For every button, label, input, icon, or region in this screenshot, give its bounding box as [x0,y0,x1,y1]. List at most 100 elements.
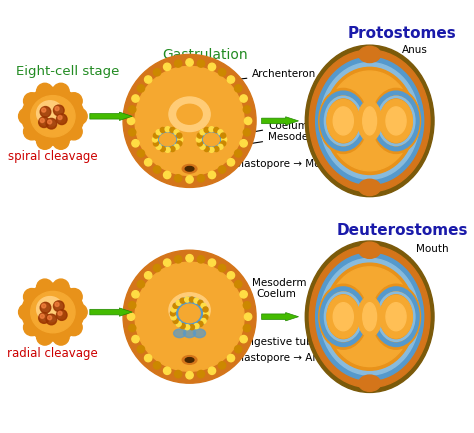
FancyArrow shape [90,308,132,316]
Circle shape [65,288,82,305]
Circle shape [53,329,69,345]
Circle shape [219,362,226,369]
Circle shape [197,60,205,67]
Ellipse shape [169,97,210,132]
Circle shape [18,108,35,125]
Ellipse shape [22,87,84,145]
Circle shape [227,158,235,166]
Ellipse shape [198,128,226,151]
Ellipse shape [158,134,177,142]
Circle shape [42,108,46,112]
Circle shape [40,118,44,123]
Circle shape [235,150,242,157]
Circle shape [208,171,216,179]
Circle shape [186,176,193,183]
Ellipse shape [319,284,368,349]
Ellipse shape [193,329,206,338]
Circle shape [137,346,145,353]
Circle shape [240,140,247,147]
Ellipse shape [173,329,185,338]
Text: radial cleavage: radial cleavage [8,347,98,360]
Circle shape [186,255,193,262]
Circle shape [128,313,135,320]
Text: Coelum: Coelum [240,120,308,134]
Circle shape [204,146,209,152]
Circle shape [200,144,205,149]
Ellipse shape [327,295,360,338]
Circle shape [132,95,139,102]
Circle shape [174,371,182,378]
Circle shape [40,302,51,313]
Circle shape [53,83,69,100]
Circle shape [153,137,157,142]
Circle shape [208,367,216,375]
Text: Blastopore → Anus: Blastopore → Anus [197,353,331,363]
Ellipse shape [320,62,419,179]
Circle shape [65,93,82,109]
Circle shape [58,311,62,315]
Ellipse shape [202,136,221,144]
Circle shape [235,85,242,92]
Ellipse shape [202,132,221,141]
Circle shape [47,120,52,124]
Text: Archenteron: Archenteron [209,69,317,83]
Circle shape [40,107,51,117]
Ellipse shape [316,253,424,380]
Circle shape [55,302,59,307]
Circle shape [56,114,67,125]
Ellipse shape [333,303,353,331]
Circle shape [123,250,256,383]
Circle shape [178,137,183,142]
Circle shape [227,271,235,279]
Circle shape [200,130,205,135]
Ellipse shape [22,283,84,341]
Circle shape [204,311,209,316]
Ellipse shape [358,100,382,141]
Text: Blastopore → Mouth: Blastopore → Mouth [201,159,338,170]
Ellipse shape [327,71,412,171]
Circle shape [209,127,214,132]
Circle shape [132,291,139,298]
Circle shape [46,118,57,129]
Circle shape [171,315,176,320]
Text: Gastrulation: Gastrulation [162,48,247,62]
Circle shape [58,116,62,120]
Circle shape [65,319,82,336]
Circle shape [135,66,244,175]
Circle shape [203,315,208,320]
Ellipse shape [203,133,219,146]
Circle shape [128,324,136,332]
Circle shape [174,174,182,182]
Ellipse shape [359,179,381,196]
Circle shape [177,133,182,138]
Ellipse shape [324,263,415,370]
Text: Eight-cell stage: Eight-cell stage [16,65,119,78]
Circle shape [222,137,227,142]
Ellipse shape [386,107,406,135]
Circle shape [24,123,40,140]
Ellipse shape [327,267,412,367]
Circle shape [137,281,145,288]
Circle shape [243,302,251,309]
Text: Coelum: Coelum [213,289,296,303]
Ellipse shape [310,50,430,192]
Ellipse shape [324,68,415,174]
Ellipse shape [177,104,202,124]
Circle shape [24,93,40,109]
Circle shape [180,323,185,329]
Circle shape [160,146,165,152]
Ellipse shape [359,375,381,391]
Circle shape [214,127,219,132]
Circle shape [24,319,40,336]
Ellipse shape [36,101,63,126]
Ellipse shape [183,329,196,338]
Ellipse shape [169,293,210,327]
Circle shape [154,265,161,272]
Ellipse shape [185,358,194,362]
Circle shape [145,271,152,279]
Circle shape [221,133,226,138]
Circle shape [208,259,216,266]
Circle shape [165,147,170,152]
Text: Anus: Anus [368,45,428,60]
Circle shape [53,279,69,296]
